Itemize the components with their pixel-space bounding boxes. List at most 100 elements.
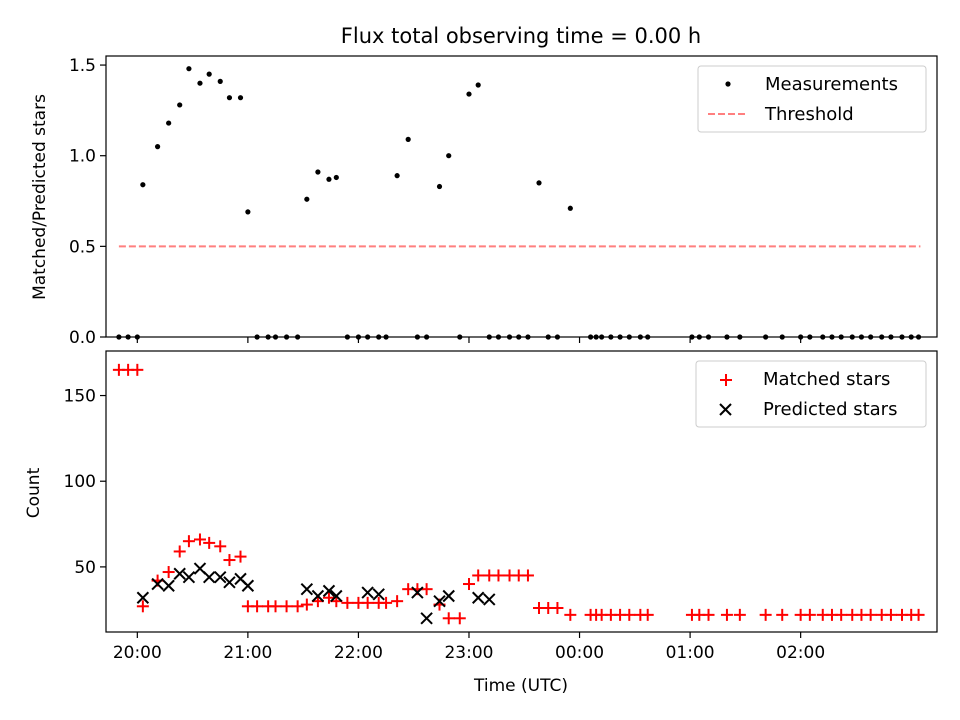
matched-star-marker bbox=[864, 608, 877, 621]
x-tick-label: 21:00 bbox=[223, 643, 272, 663]
legend-threshold-label: Threshold bbox=[764, 104, 854, 125]
matched-star-marker bbox=[280, 600, 293, 613]
measurement-point bbox=[140, 182, 146, 188]
x-tick-label: 23:00 bbox=[444, 643, 493, 663]
x-tick-label: 20:00 bbox=[113, 643, 162, 663]
matched-star-marker bbox=[759, 608, 772, 621]
matched-star-marker bbox=[136, 600, 149, 613]
predicted-star-marker bbox=[173, 567, 186, 580]
predicted-star-marker bbox=[483, 593, 496, 606]
predicted-star-marker bbox=[420, 612, 433, 625]
matched-star-marker bbox=[251, 600, 264, 613]
predicted-star-marker-b bbox=[136, 591, 150, 604]
matched-star-marker bbox=[453, 612, 466, 625]
measurement-point bbox=[186, 66, 192, 72]
predicted-star-marker bbox=[182, 570, 196, 584]
measurement-point bbox=[446, 153, 452, 159]
predicted-star-marker-b bbox=[420, 612, 433, 625]
measurement-point bbox=[315, 169, 321, 175]
x-tick-label: 02:00 bbox=[776, 643, 825, 663]
measurement-point bbox=[567, 205, 573, 211]
measurement-point bbox=[154, 144, 161, 150]
matched-star-marker bbox=[776, 608, 789, 621]
top-y-axis-label: Matched/Predicted stars bbox=[30, 94, 50, 300]
matched-star-marker bbox=[420, 583, 433, 596]
predicted-star-marker bbox=[471, 591, 485, 604]
measurement-point bbox=[466, 91, 472, 97]
predicted-star-marker bbox=[311, 589, 325, 603]
predicted-star-marker-b bbox=[202, 570, 216, 584]
matched-star-marker bbox=[234, 550, 247, 563]
matched-star-marker bbox=[391, 595, 404, 608]
predicted-star-marker-b bbox=[173, 567, 186, 580]
bottom-x-ticks: 20:00 21:00 22:00 23:00 00:00 01:00 02:00 bbox=[113, 632, 825, 663]
top-legend-box bbox=[697, 65, 927, 133]
predicted-star-marker bbox=[330, 589, 343, 603]
matched-star-marker bbox=[291, 600, 304, 613]
chart-title: Flux total observing time = 0.00 h bbox=[341, 24, 701, 48]
bottom-y-tick-label: 100 bbox=[64, 472, 96, 492]
legend-matched-marker bbox=[720, 374, 732, 386]
matched-star-marker bbox=[341, 596, 354, 609]
bottom-y-tick-label: 150 bbox=[64, 387, 96, 407]
bottom-y-ticks: 50 100 150 bbox=[64, 387, 106, 578]
legend-predicted-label: Predicted stars bbox=[763, 399, 897, 420]
top-y-tick-label: 0.0 bbox=[69, 328, 96, 348]
legend-predicted-marker bbox=[719, 403, 732, 416]
bottom-y-axis-label: Count bbox=[24, 467, 44, 518]
x-tick-label: 22:00 bbox=[334, 643, 383, 663]
x-axis-label: Time (UTC) bbox=[473, 676, 568, 696]
bottom-plot-frame bbox=[105, 350, 938, 633]
matched-star-marker bbox=[182, 535, 195, 548]
predicted-star-marker-b bbox=[442, 589, 455, 603]
predicted-star-marker-b bbox=[151, 577, 164, 591]
predicted-star-marker bbox=[322, 584, 336, 598]
matched-star-marker bbox=[442, 612, 455, 625]
top-legend: Measurements Threshold bbox=[697, 65, 927, 133]
matched-star-marker bbox=[361, 596, 374, 609]
predicted-star-marker bbox=[442, 589, 455, 603]
matched-star-marker bbox=[322, 591, 335, 604]
predicted-star-marker bbox=[411, 586, 424, 599]
top-plot-frame bbox=[105, 55, 938, 338]
predicted-star-marker bbox=[433, 594, 446, 608]
measurement-point bbox=[405, 136, 411, 142]
matched-star-marker bbox=[641, 608, 654, 621]
predicted-star-marker-b bbox=[411, 586, 424, 599]
x-tick-label: 00:00 bbox=[555, 643, 604, 663]
predicted-star-marker-b bbox=[330, 589, 343, 603]
matched-star-marker bbox=[173, 545, 186, 558]
measurement-point bbox=[226, 95, 233, 101]
measurement-point bbox=[197, 80, 203, 86]
predicted-star-marker-b bbox=[483, 593, 496, 606]
predicted-star-marker-b bbox=[214, 570, 227, 584]
matched-star-marker bbox=[380, 596, 393, 609]
matched-star-marker bbox=[472, 569, 485, 582]
x-tick-label: 01:00 bbox=[666, 643, 715, 663]
legend-matched-label: Matched stars bbox=[763, 369, 890, 390]
measurement-point bbox=[394, 173, 400, 179]
measurement-point bbox=[536, 180, 542, 186]
matched-star-marker bbox=[203, 536, 216, 549]
measurement-point bbox=[217, 78, 223, 84]
matched-star-marker bbox=[564, 608, 577, 621]
predicted-star-marker bbox=[136, 591, 150, 604]
matched-star-marker bbox=[803, 608, 816, 621]
top-y-tick-label: 1.0 bbox=[69, 147, 96, 167]
matched-star-marker bbox=[912, 608, 925, 621]
measurement-point bbox=[177, 102, 183, 108]
predicted-star-marker-b bbox=[322, 584, 336, 598]
predicted-star-marker bbox=[151, 577, 164, 591]
matched-star-marker bbox=[835, 608, 848, 621]
matched-star-marker bbox=[223, 554, 236, 567]
predicted-star-marker bbox=[361, 586, 374, 599]
top-y-tick-label: 0.5 bbox=[69, 237, 96, 257]
measurement-point bbox=[166, 120, 172, 126]
matched-star-marker bbox=[521, 569, 534, 582]
predicted-star-marker-b bbox=[372, 588, 385, 601]
bottom-panel: Count Time (UTC) 50 100 150 20:00 21:00 22:0… bbox=[24, 350, 938, 696]
matched-star-marker bbox=[733, 608, 746, 621]
predicted-star-marker-b bbox=[162, 579, 175, 592]
matched-star-marker bbox=[131, 363, 144, 376]
